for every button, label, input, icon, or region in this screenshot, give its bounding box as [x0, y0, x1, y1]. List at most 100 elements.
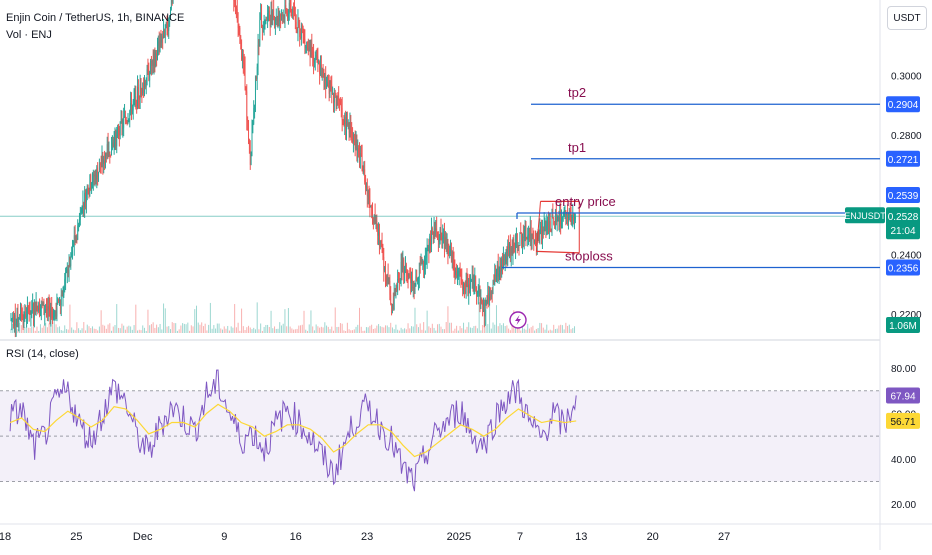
candle-body [97, 168, 98, 177]
candle-body [434, 228, 435, 238]
candle-body [75, 235, 76, 240]
candle-body [14, 315, 15, 326]
volume-bar [565, 323, 566, 333]
candle-body [455, 271, 456, 275]
volume-bar [205, 324, 206, 333]
candle-body [103, 160, 104, 164]
volume-bar [68, 330, 69, 333]
candle-body [285, 5, 286, 19]
candle-body [335, 97, 336, 98]
candle-body [476, 287, 477, 293]
volume-bar [551, 330, 552, 333]
volume-bar [127, 327, 128, 333]
candle-body [125, 116, 126, 120]
candle-body [379, 232, 380, 244]
candle-body [269, 11, 270, 20]
volume-bar [222, 330, 223, 333]
candle-body [376, 221, 377, 231]
candle-body [542, 230, 543, 240]
level-annotation-stop: stoploss [565, 248, 613, 263]
volume-bar [158, 327, 159, 333]
candle-body [157, 46, 158, 59]
candle-body [252, 126, 253, 152]
candle-body [535, 240, 536, 244]
candle-body [251, 152, 252, 165]
volume-bar [246, 327, 247, 333]
candle-body [329, 85, 330, 94]
volume-indicator-label[interactable]: Vol · ENJ [6, 29, 52, 41]
volume-bar [378, 324, 379, 333]
volume-bar [503, 323, 504, 333]
candle-body [441, 229, 442, 238]
candle-body [499, 274, 500, 277]
candle-body [429, 236, 430, 252]
volume-bar [167, 327, 168, 333]
candle-body [279, 15, 280, 21]
volume-bar [482, 325, 483, 333]
candle-body [467, 280, 468, 285]
volume-bar [451, 323, 452, 333]
volume-bar [66, 329, 67, 333]
candle-body [153, 60, 154, 65]
candle-body [456, 271, 457, 277]
candle-body [409, 274, 410, 277]
flash-icon[interactable] [510, 312, 526, 328]
volume-bar [272, 328, 273, 333]
volume-bar [399, 331, 400, 333]
candle-body [115, 131, 116, 146]
candle-body [300, 37, 301, 38]
volume-bar [12, 324, 13, 333]
candle-body [574, 219, 575, 221]
candle-body [236, 6, 237, 9]
candle-body [304, 34, 305, 39]
volume-bar [132, 330, 133, 333]
volume-bar [354, 329, 355, 333]
candle-body [51, 307, 52, 311]
candle-body [453, 252, 454, 263]
candle-body [12, 317, 13, 319]
volume-bar [357, 325, 358, 333]
candle-body [513, 239, 514, 247]
candle-body [283, 16, 284, 17]
candle-body [83, 202, 84, 207]
candle-body [257, 67, 258, 79]
candle-body [473, 277, 474, 289]
candle-body [411, 279, 412, 283]
candle-body [478, 292, 479, 293]
candle-body [96, 175, 97, 179]
candle-body [161, 40, 162, 43]
volume-bar [305, 330, 306, 333]
symbol-title[interactable]: Enjin Coin / TetherUS, 1h, BINANCE [6, 12, 184, 24]
volume-bar [153, 322, 154, 333]
volume-bar [42, 328, 43, 333]
volume-bar [291, 328, 292, 333]
candle-body [151, 61, 152, 66]
candle-body [70, 264, 71, 266]
rsi-indicator-label[interactable]: RSI (14, close) [6, 348, 79, 360]
volume-bar [115, 325, 116, 333]
candle-body [114, 139, 115, 146]
volume-bar [30, 328, 31, 333]
candle-body [89, 175, 90, 192]
candle-body [259, 20, 260, 45]
candle-body [172, 0, 173, 2]
candle-body [290, 3, 291, 6]
candle-body [34, 302, 35, 318]
candle-body [128, 120, 129, 121]
candle-body [465, 291, 466, 293]
candle-body [381, 240, 382, 241]
volume-bar [234, 304, 235, 333]
volume-bar [335, 307, 336, 333]
candle-body [528, 234, 529, 236]
candle-body [493, 281, 494, 284]
candle-body [532, 234, 533, 240]
volume-bar [442, 329, 443, 333]
candle-body [154, 52, 155, 66]
candle-body [349, 123, 350, 133]
currency-button[interactable]: USDT [887, 6, 927, 30]
candle-body [54, 316, 55, 317]
candle-body [479, 287, 480, 292]
candle-body [526, 239, 527, 240]
